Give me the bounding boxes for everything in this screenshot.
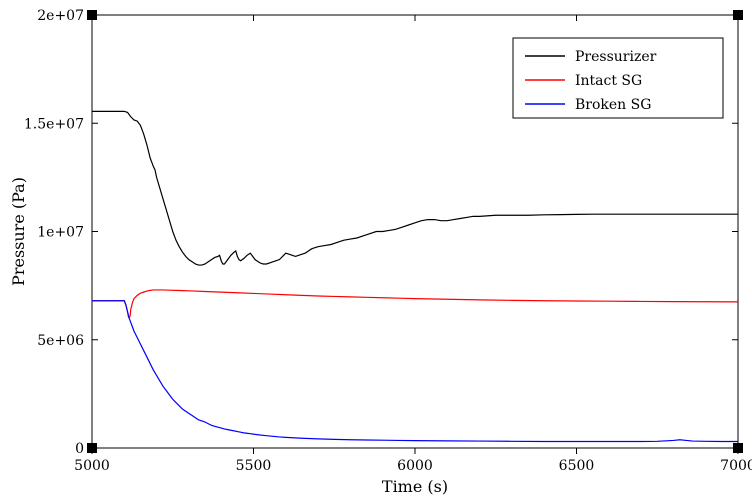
legend-label: Broken SG bbox=[575, 97, 651, 113]
x-tick-label: 5000 bbox=[74, 458, 110, 474]
corner-marker bbox=[87, 443, 97, 453]
y-axis-label: Pressure (Pa) bbox=[9, 177, 28, 286]
corner-marker bbox=[733, 10, 743, 20]
corner-marker bbox=[87, 10, 97, 20]
y-tick-label: 1.5e+07 bbox=[24, 116, 84, 132]
x-tick-label: 6500 bbox=[559, 458, 595, 474]
x-tick-label: 6000 bbox=[397, 458, 433, 474]
pressure-chart: 5000 5500 6000 6500 7000 0 5e+06 1e+07 1.5e+07 2e… bbox=[0, 0, 752, 500]
chart-svg: 5000 5500 6000 6500 7000 0 5e+06 1e+07 1.5e+07 2e… bbox=[0, 0, 752, 500]
y-tick-label: 2e+07 bbox=[37, 8, 84, 24]
y-tick-label: 0 bbox=[75, 441, 84, 457]
x-tick-label: 7000 bbox=[720, 458, 752, 474]
corner-marker bbox=[733, 443, 743, 453]
x-axis-label: Time (s) bbox=[382, 477, 448, 496]
legend-label: Intact SG bbox=[575, 73, 642, 89]
legend-label: Pressurizer bbox=[575, 49, 657, 65]
y-tick-label: 5e+06 bbox=[37, 333, 84, 349]
y-tick-label: 1e+07 bbox=[37, 225, 84, 241]
x-tick-label: 5500 bbox=[236, 458, 272, 474]
